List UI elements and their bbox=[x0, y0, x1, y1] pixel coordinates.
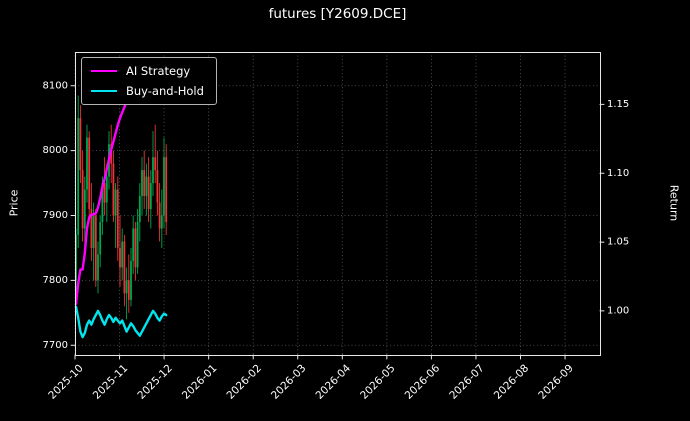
buy-and-hold-line-swatch bbox=[91, 90, 117, 92]
legend-label-buy-and-hold: Buy-and-Hold bbox=[126, 84, 204, 98]
legend-item-ai-strategy: AI Strategy bbox=[91, 64, 204, 78]
return-axis-label: Return bbox=[667, 184, 681, 222]
ai-strategy-line-swatch bbox=[91, 70, 117, 72]
price-axis-label: Price bbox=[7, 189, 21, 217]
legend: AI Strategy Buy-and-Hold bbox=[81, 57, 217, 105]
chart-title: futures [Y2609.DCE] bbox=[268, 6, 407, 22]
legend-item-buy-and-hold: Buy-and-Hold bbox=[91, 84, 204, 98]
legend-label-ai-strategy: AI Strategy bbox=[126, 64, 191, 78]
